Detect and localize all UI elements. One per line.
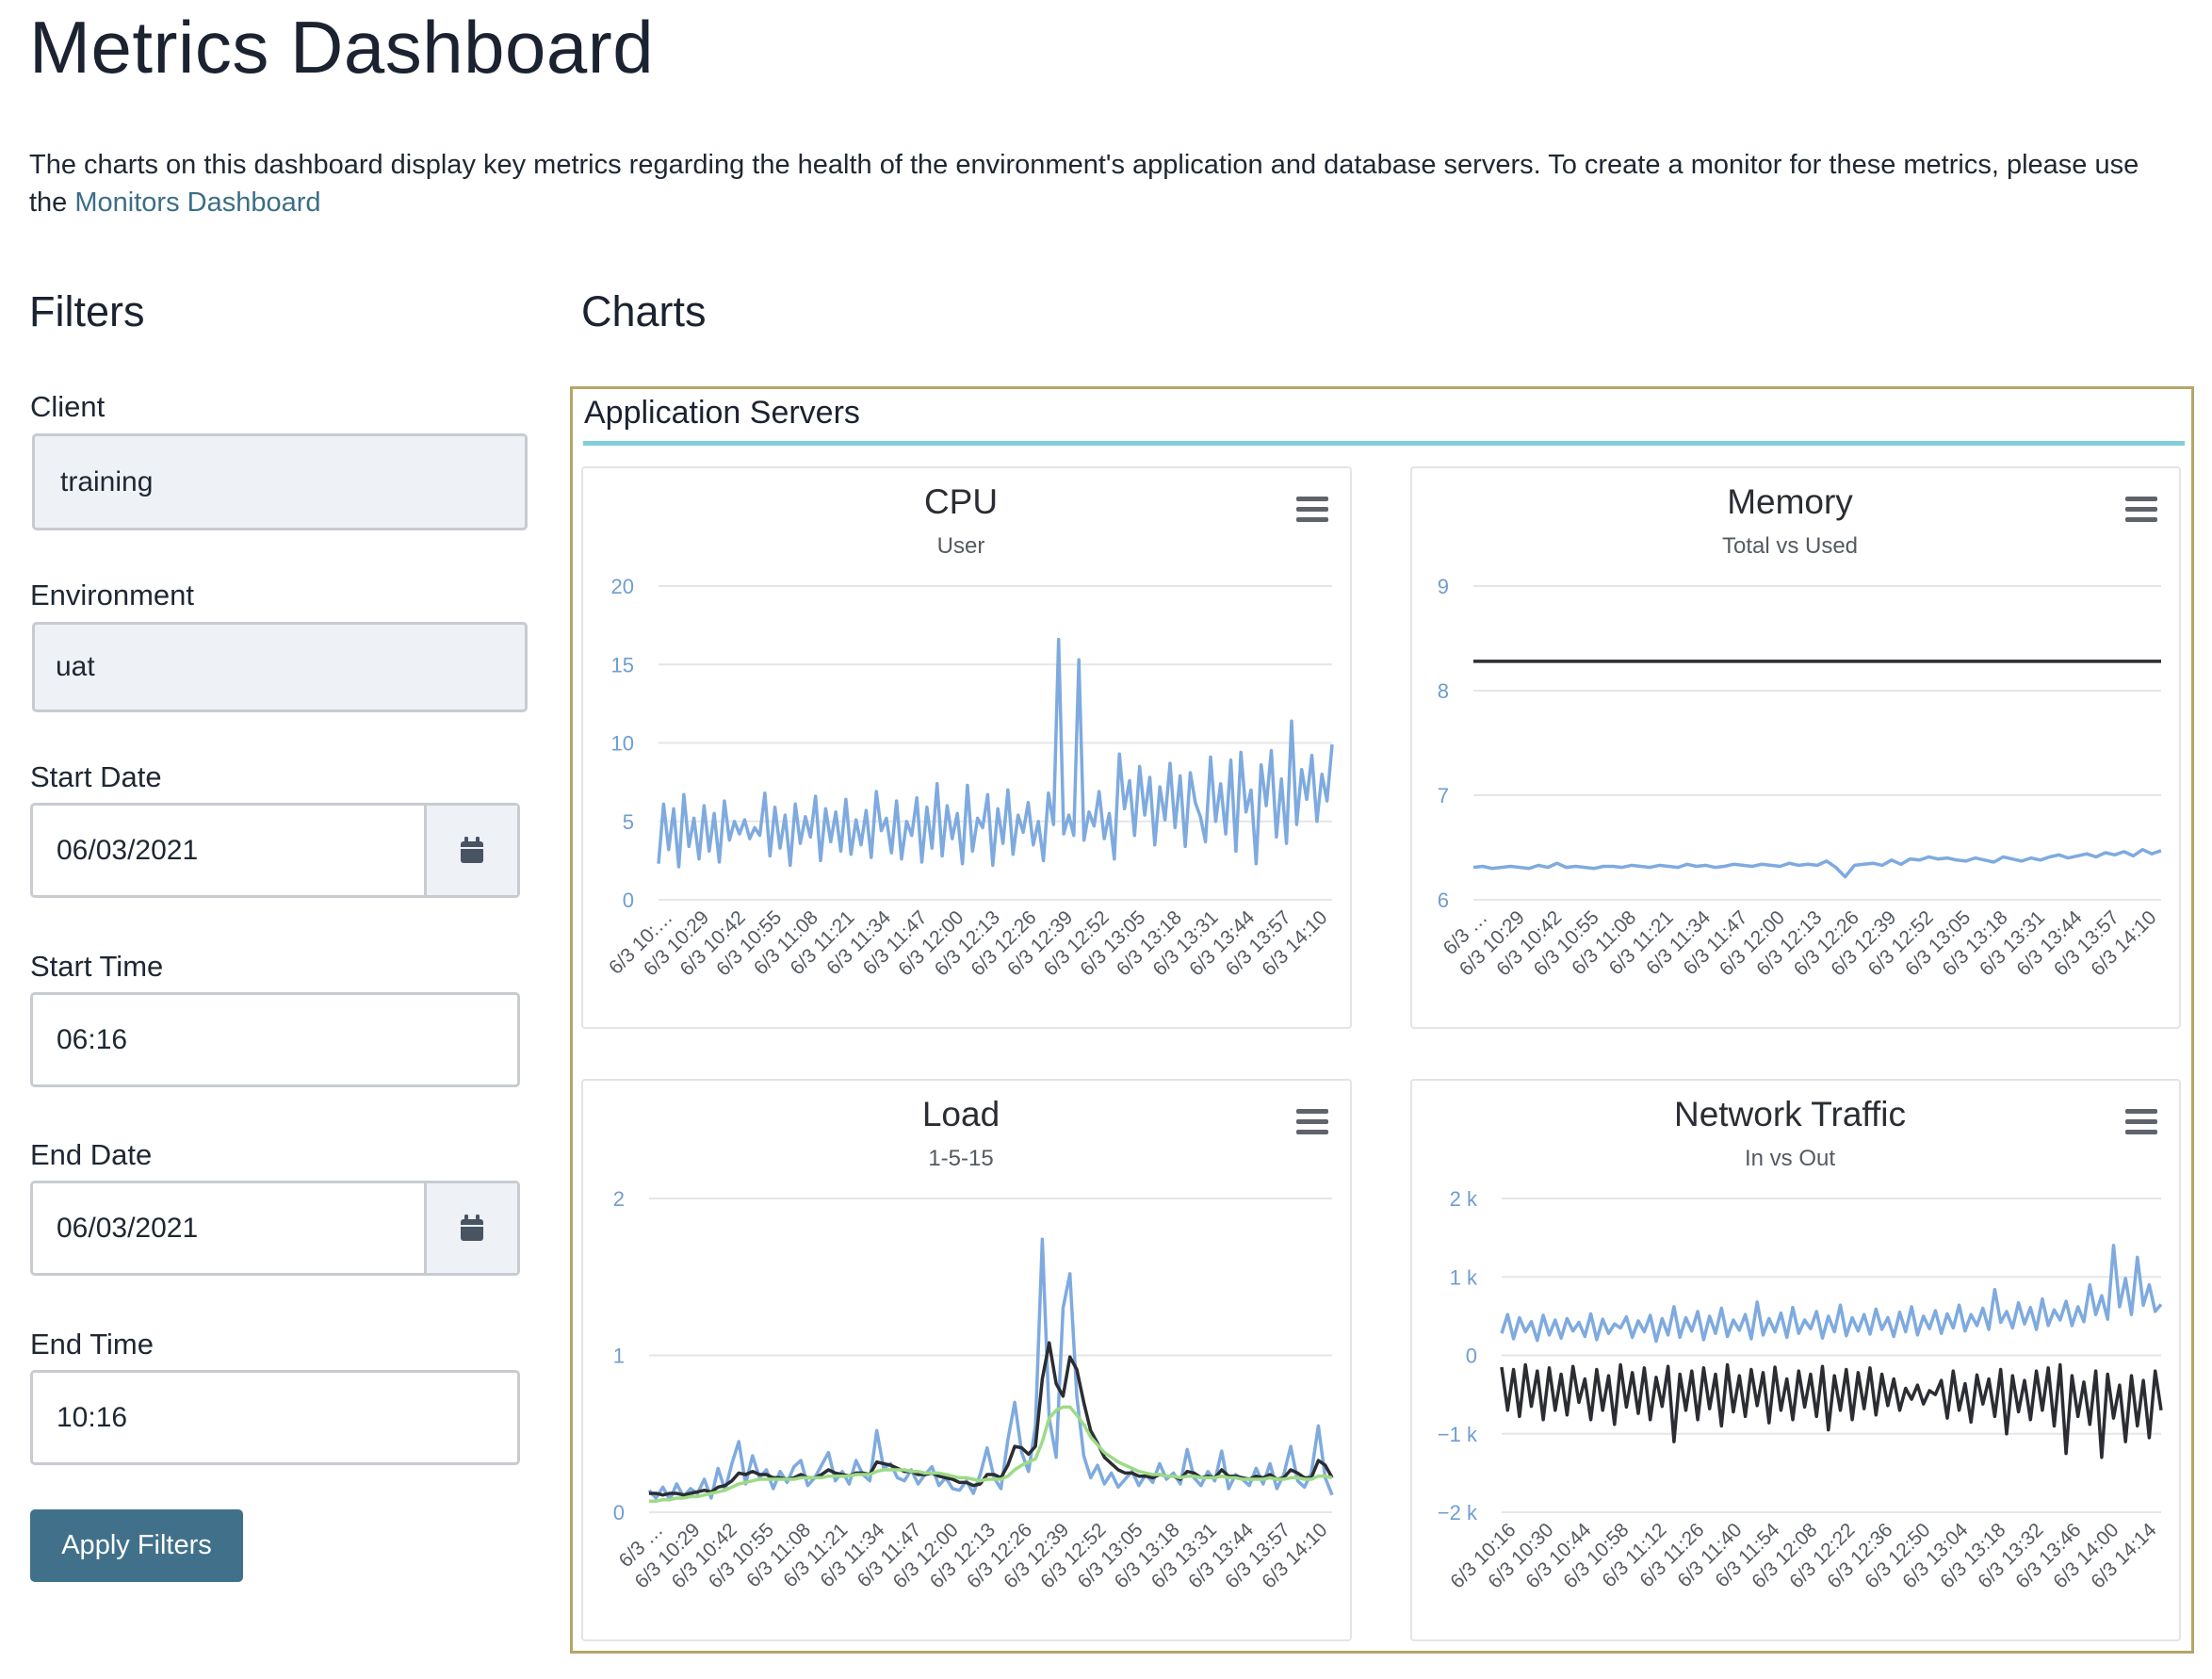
- chart-subtitle: User: [937, 533, 985, 559]
- hamburger-menu-icon[interactable]: [1296, 497, 1328, 522]
- y-tick-label: 0: [1466, 1345, 1477, 1368]
- end-time-value: 10:16: [57, 1401, 128, 1433]
- series-line-main: [657, 637, 1334, 869]
- y-tick-label: 0: [623, 888, 634, 912]
- intro-text: The charts on this dashboard display key…: [29, 150, 2139, 218]
- monitors-dashboard-link[interactable]: Monitors Dashboard: [74, 187, 321, 218]
- filters-heading: Filters: [29, 287, 145, 335]
- chart-subtitle: In vs Out: [1745, 1146, 1835, 1171]
- y-tick-label: 9: [1438, 575, 1449, 598]
- environment-label: Environment: [30, 579, 195, 611]
- series-line-1: [647, 1237, 1334, 1502]
- cpu-chart-card: CPU User 0 5 10 15 20 6/3 10:… 6/3 10:29 6/3 10:4…: [581, 466, 1352, 1029]
- intro-paragraph: The charts on this dashboard display key…: [29, 146, 2177, 221]
- y-tick-label: 7: [1438, 784, 1449, 807]
- start-date-value: 06/03/2021: [57, 834, 199, 866]
- series-line-in: [1500, 1244, 2163, 1344]
- start-date-field[interactable]: 06/03/2021: [30, 803, 520, 898]
- chart-title: Memory: [1727, 482, 1853, 521]
- start-date-label: Start Date: [30, 760, 162, 793]
- chart-title: Load: [922, 1095, 1000, 1133]
- y-tick-label: 5: [623, 810, 634, 834]
- hamburger-menu-icon[interactable]: [1296, 1109, 1328, 1134]
- end-date-field[interactable]: 06/03/2021: [30, 1181, 520, 1276]
- end-date-value: 06/03/2021: [57, 1212, 199, 1244]
- y-tick-label: −1 k: [1438, 1423, 1478, 1446]
- start-time-value: 06:16: [57, 1023, 128, 1055]
- apply-filters-button[interactable]: Apply Filters: [30, 1509, 243, 1582]
- y-tick-label: 2: [613, 1187, 625, 1211]
- start-time-label: Start Time: [30, 950, 164, 983]
- y-tick-label: 15: [611, 653, 634, 676]
- y-tick-label: 10: [611, 732, 634, 756]
- panel-divider: [583, 441, 2185, 446]
- environment-field[interactable]: uat: [32, 622, 528, 712]
- series-line-out: [1500, 1362, 2163, 1459]
- y-tick-label: 8: [1438, 679, 1449, 703]
- start-date-calendar-button[interactable]: [424, 806, 517, 895]
- chart-subtitle: 1-5-15: [928, 1146, 993, 1171]
- application-servers-panel: Application Servers: [570, 386, 2194, 1654]
- y-tick-label: 1 k: [1450, 1265, 1478, 1289]
- client-label: Client: [30, 390, 106, 423]
- series-line-used: [1472, 847, 2162, 879]
- start-time-field[interactable]: 06:16: [30, 992, 520, 1087]
- end-date-label: End Date: [30, 1138, 153, 1171]
- end-date-calendar-button[interactable]: [424, 1183, 517, 1273]
- y-tick-label: 6: [1438, 888, 1449, 912]
- environment-value: uat: [56, 651, 95, 682]
- client-value: training: [60, 465, 154, 497]
- y-tick-label: 20: [611, 575, 634, 598]
- client-field[interactable]: training: [32, 433, 528, 530]
- series-line-15: [649, 1405, 1333, 1504]
- end-time-label: End Time: [30, 1328, 154, 1361]
- panel-title: Application Servers: [584, 395, 860, 431]
- memory-chart-card: Memory Total vs Used 6 7 8 9 6/3 … 6/3 10:29 6/3…: [1410, 466, 2181, 1029]
- chart-title: CPU: [924, 482, 998, 521]
- chart-title: Network Traffic: [1674, 1095, 1906, 1133]
- calendar-icon: [461, 1214, 483, 1241]
- series-line-5: [649, 1341, 1334, 1497]
- hamburger-menu-icon[interactable]: [2125, 497, 2157, 522]
- charts-heading: Charts: [581, 287, 707, 335]
- load-chart-card: Load 1-5-15 0 1 2 6/3 … 6/3 10:29 6/3 10:42 6/3 …: [581, 1079, 1352, 1641]
- hamburger-menu-icon[interactable]: [2125, 1109, 2157, 1134]
- y-tick-label: 1: [613, 1345, 625, 1368]
- end-time-field[interactable]: 10:16: [30, 1370, 520, 1465]
- chart-subtitle: Total vs Used: [1722, 533, 1858, 559]
- y-tick-label: 2 k: [1450, 1187, 1478, 1211]
- y-tick-label: 0: [613, 1501, 625, 1524]
- page-title: Metrics Dashboard: [29, 6, 655, 89]
- y-tick-label: −2 k: [1438, 1501, 1478, 1524]
- calendar-icon: [461, 836, 483, 863]
